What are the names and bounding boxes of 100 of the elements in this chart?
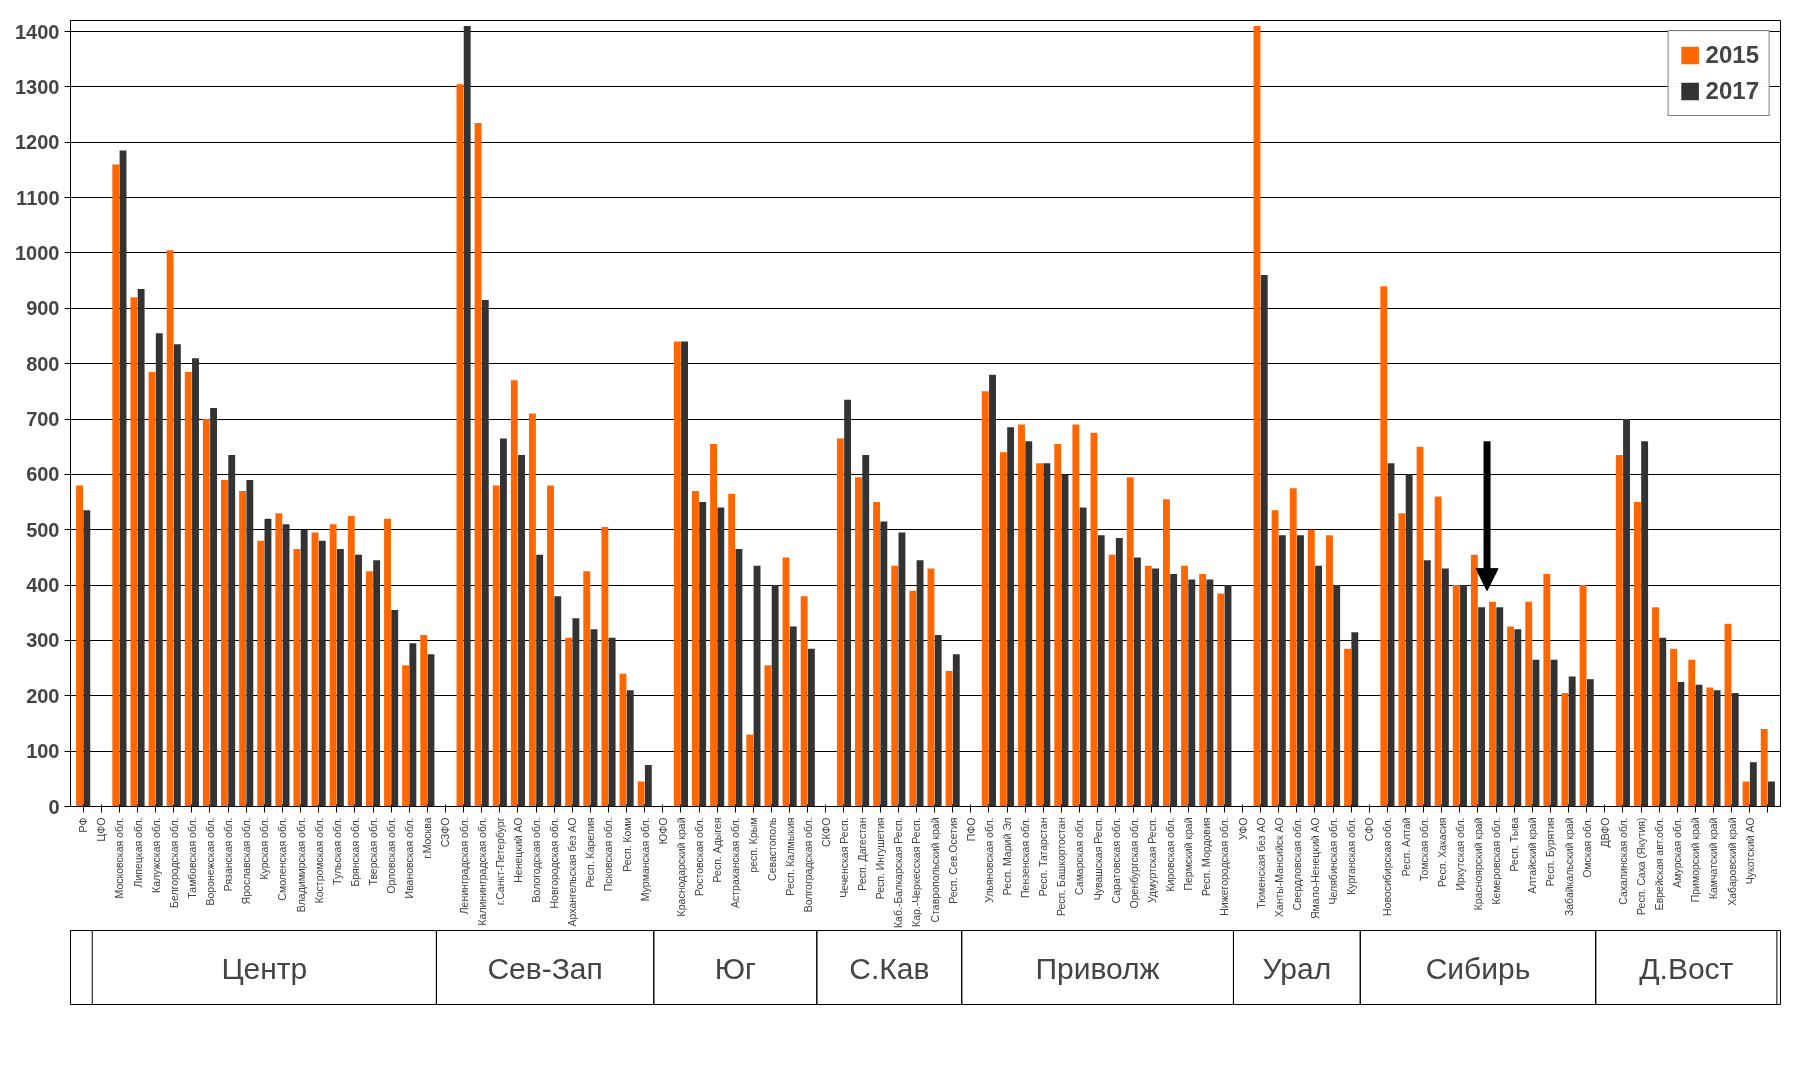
bar: [1525, 601, 1533, 807]
bar: [1097, 535, 1105, 807]
bar: [1326, 535, 1333, 807]
bar: [76, 485, 83, 807]
bar: [626, 690, 634, 807]
x-tick-label: Архангельская без АО: [566, 817, 579, 927]
bar: [1561, 693, 1569, 807]
bar: [499, 438, 507, 807]
bar: [1199, 574, 1207, 807]
bar: [1351, 632, 1359, 807]
bar: [481, 300, 489, 807]
bar: [1568, 676, 1576, 807]
y-tick-label: 0: [48, 795, 60, 818]
bar: [583, 571, 591, 807]
bar: [1423, 560, 1431, 807]
x-tick-label: Калужская обл.: [149, 817, 162, 893]
x-tick-label: Чукотский АО: [1743, 817, 1756, 885]
bar: [202, 419, 210, 807]
y-tick-label: 400: [26, 574, 60, 597]
x-tick-label: Новосибирская обл.: [1381, 817, 1394, 916]
bar: [710, 443, 717, 807]
x-tick-label: Свердловская обл.: [1290, 817, 1303, 911]
bar: [1641, 441, 1649, 807]
bar: [1271, 510, 1279, 807]
bar: [318, 540, 326, 807]
bar: [192, 358, 199, 807]
bar: [1760, 729, 1768, 807]
x-tick-label: Курганская обл.: [1345, 817, 1358, 895]
bar: [1731, 693, 1739, 807]
bar: [510, 380, 518, 807]
x-tick-label: Респ. Татарстан: [1037, 817, 1050, 897]
x-tick-label: Респ. Алтай: [1399, 817, 1412, 877]
bar: [1152, 568, 1159, 807]
y-tick-label: 1400: [15, 20, 60, 43]
bar: [336, 549, 344, 807]
bar: [518, 455, 525, 807]
bar: [112, 164, 120, 807]
bar: [807, 648, 815, 807]
x-tick-label: Саратовская обл.: [1109, 817, 1122, 904]
x-tick-label: Ставропольский край: [928, 817, 941, 923]
y-tick-label: 900: [26, 297, 60, 320]
x-tick-label: Пензенская обл.: [1019, 817, 1032, 898]
legend-label: 2017: [1705, 77, 1759, 105]
bar: [166, 250, 174, 807]
x-tick-label: Севастополь: [765, 816, 778, 881]
text: Юг: [714, 951, 756, 985]
bar: [681, 341, 689, 807]
bar: [1441, 568, 1449, 807]
bar: [699, 502, 707, 807]
x-tick-label: Вологодская обл.: [530, 817, 543, 903]
x-tick-label: Кировская обл.: [1164, 817, 1177, 892]
bar: [909, 590, 917, 807]
bar: [257, 540, 265, 807]
bar: [873, 502, 881, 807]
x-tick-label: Приморский край: [1689, 817, 1702, 903]
x-tick-label: Респ. Марий Эл: [1001, 817, 1014, 896]
bar: [771, 585, 779, 807]
bar: [1108, 554, 1116, 807]
x-tick-label: Новгородская обл.: [548, 817, 561, 909]
x-tick-label: Ярославская обл.: [240, 817, 253, 905]
x-tick-label: Ивановская обл.: [403, 817, 416, 899]
bar: [355, 554, 362, 807]
y-tick-label: 600: [26, 463, 60, 486]
bar: [1134, 557, 1141, 807]
bar: [1615, 455, 1623, 807]
y-tick-label: 200: [26, 684, 60, 707]
bar: [420, 634, 428, 807]
x-tick-label: Кемеровская обл.: [1490, 817, 1503, 905]
bar: [637, 781, 645, 807]
bar: [1036, 463, 1044, 807]
x-tick-label: РФ: [77, 817, 90, 833]
bar: [1706, 687, 1714, 807]
x-tick-label: Амурская обл.: [1671, 817, 1684, 888]
bar: [989, 374, 996, 807]
y-tick-label: 800: [26, 352, 60, 375]
x-tick-label: Псковская обл.: [602, 817, 615, 892]
bar: [1054, 443, 1062, 807]
bar: [373, 560, 381, 807]
bar: [1670, 648, 1678, 807]
bar: [934, 634, 942, 807]
bar: [728, 493, 736, 807]
bar: [1079, 507, 1087, 807]
bar: [1315, 565, 1323, 807]
bar: [384, 518, 391, 807]
x-tick-label: Костромская обл.: [312, 817, 325, 904]
bar: [746, 734, 754, 807]
x-tick-label: Ханты-Мансийск АО: [1272, 817, 1285, 918]
x-tick-label: Еврейская авт.обл.: [1653, 817, 1666, 911]
x-tick-label: Мурманская обл.: [638, 817, 651, 902]
text: Приволж: [1035, 951, 1160, 985]
bar: [1586, 679, 1594, 807]
x-tick-label: Нижегородская обл.: [1218, 817, 1231, 916]
x-tick-label: Челябинская обл.: [1327, 817, 1340, 905]
bar: [1007, 427, 1015, 807]
bar: [608, 637, 616, 807]
y-tick-label: 500: [26, 518, 60, 541]
bar: [1550, 659, 1558, 807]
y-tick-label: 1300: [15, 75, 60, 98]
x-tick-label: Самарская обл.: [1073, 817, 1086, 895]
x-tick-label: Брянская обл.: [348, 817, 361, 887]
